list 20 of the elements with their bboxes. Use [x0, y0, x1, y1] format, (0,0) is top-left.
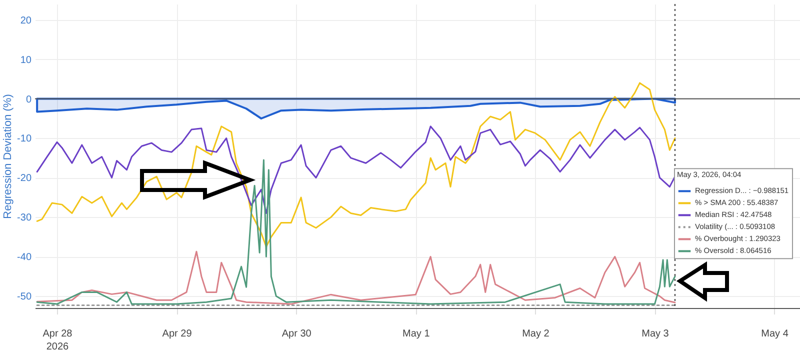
x-tick-label: Apr 29 — [162, 328, 192, 340]
y-tick-label: -50 — [17, 292, 32, 303]
x-tick-label: May 1 — [402, 328, 430, 340]
x-tick-label: Apr 30 — [282, 328, 312, 340]
x-tick-label: May 4 — [761, 328, 789, 340]
line-series — [36, 126, 676, 214]
line-series — [36, 82, 676, 248]
y-tick-label: 0 — [26, 94, 32, 106]
y-axis-title: Regression Deviation (%) — [2, 94, 14, 219]
y-tick-label: -40 — [17, 252, 32, 264]
y-tick-label: -10 — [17, 134, 32, 145]
line-series — [36, 250, 676, 305]
y-tick-label: -20 — [17, 173, 32, 184]
x-tick-label: May 2 — [522, 328, 550, 340]
x-tick-label: May 3 — [642, 328, 670, 340]
line-series — [36, 159, 676, 305]
y-tick-label: 20 — [20, 15, 32, 26]
y-tick-label: 10 — [20, 54, 32, 66]
x-tick-label: Apr 28 2026 — [42, 328, 73, 352]
y-tick-label: -30 — [17, 212, 32, 224]
